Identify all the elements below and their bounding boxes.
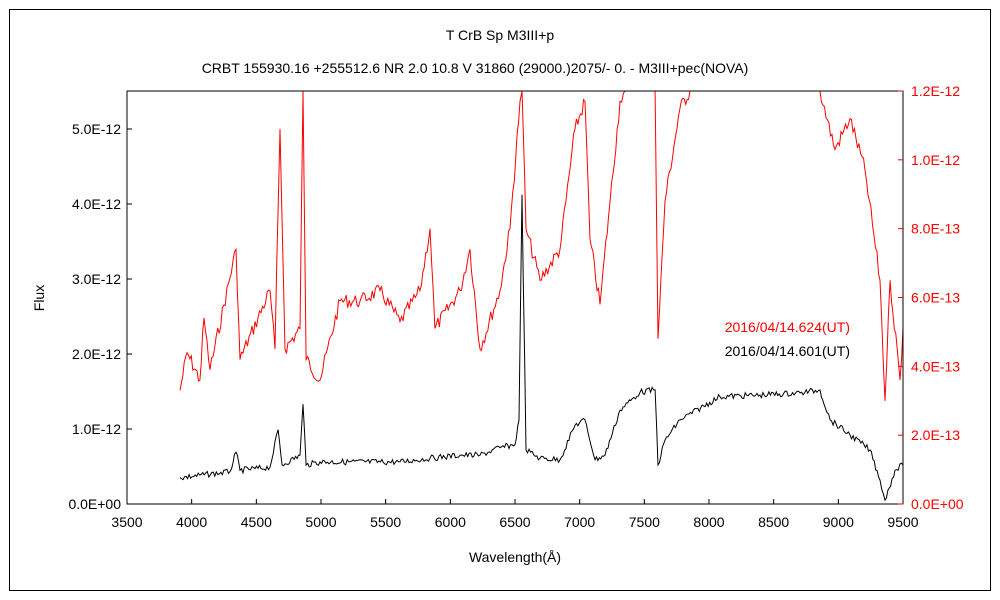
y-left-tick-label: 0.0E+00 [68, 496, 121, 512]
x-tick-label: 9500 [887, 514, 918, 530]
chart-subtitle: CRBT 155930.16 +255512.6 NR 2.0 10.8 V 3… [202, 60, 749, 76]
x-tick-label: 4000 [176, 514, 207, 530]
x-tick-label: 6000 [435, 514, 466, 530]
plot-area [126, 90, 904, 505]
y-left-tick-label: 4.0E-12 [72, 196, 121, 212]
x-tick-label: 3500 [111, 514, 142, 530]
x-tick-label: 7500 [629, 514, 660, 530]
y-right-tick-label: 2.0E-13 [911, 427, 960, 443]
x-tick-label: 9000 [823, 514, 854, 530]
y-left-tick-label: 3.0E-12 [72, 271, 121, 287]
x-tick-label: 5000 [305, 514, 336, 530]
series-line-black [179, 194, 903, 502]
y-left-tick-label: 1.0E-12 [72, 421, 121, 437]
x-axis-label: Wavelength(Å) [469, 549, 561, 565]
x-tick-label: 4500 [241, 514, 272, 530]
x-tick-label: 5500 [370, 514, 401, 530]
y-left-tick-label: 5.0E-12 [72, 121, 121, 137]
series-line-red [179, 91, 903, 401]
x-tick-label: 7000 [564, 514, 595, 530]
chart-title: T CrB Sp M3III+p [446, 27, 554, 43]
y-right-tick-label: 6.0E-13 [911, 290, 960, 306]
y-axis-label: Flux [31, 285, 47, 311]
y-right-tick-label: 1.0E-12 [911, 152, 960, 168]
y-right-tick-label: 8.0E-13 [911, 221, 960, 237]
y-right-tick-label: 4.0E-13 [911, 358, 960, 374]
y-right-tick-label: 0.0E+00 [911, 496, 964, 512]
chart-frame [9, 9, 991, 591]
x-tick-label: 8000 [693, 514, 724, 530]
x-tick-label: 8500 [758, 514, 789, 530]
legend-red: 2016/04/14.624(UT) [725, 319, 850, 335]
y-left-tick-label: 2.0E-12 [72, 346, 121, 362]
legend-black: 2016/04/14.601(UT) [725, 343, 850, 359]
x-tick-label: 6500 [499, 514, 530, 530]
y-right-tick-label: 1.2E-12 [911, 83, 960, 99]
